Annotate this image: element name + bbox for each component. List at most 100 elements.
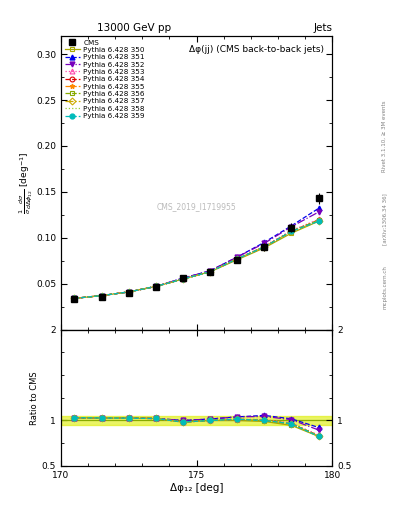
Pythia 6.428 354 — [153, 283, 158, 289]
Pythia 6.428 350 — [235, 257, 240, 263]
Pythia 6.428 355 — [235, 256, 240, 262]
Text: Rivet 3.1.10, ≥ 3M events: Rivet 3.1.10, ≥ 3M events — [382, 100, 387, 172]
Pythia 6.428 358 — [153, 283, 158, 289]
Pythia 6.428 354 — [180, 276, 185, 282]
Pythia 6.428 350 — [99, 292, 104, 298]
Pythia 6.428 357 — [262, 244, 267, 250]
Pythia 6.428 353 — [180, 276, 185, 282]
Pythia 6.428 354 — [235, 256, 240, 262]
Pythia 6.428 351 — [180, 275, 185, 281]
Pythia 6.428 356 — [180, 276, 185, 282]
Pythia 6.428 355 — [127, 289, 131, 295]
Pythia 6.428 359 — [99, 292, 104, 298]
Bar — [61, 416, 332, 425]
Pythia 6.428 355 — [316, 217, 321, 223]
Pythia 6.428 350 — [180, 276, 185, 282]
Pythia 6.428 356 — [127, 289, 131, 295]
Pythia 6.428 353 — [127, 289, 131, 295]
Pythia 6.428 358 — [208, 269, 213, 275]
Pythia 6.428 351 — [99, 292, 104, 298]
Pythia 6.428 357 — [72, 295, 77, 302]
Pythia 6.428 355 — [153, 283, 158, 289]
X-axis label: Δφ₁₂ [deg]: Δφ₁₂ [deg] — [170, 482, 223, 493]
Pythia 6.428 354 — [208, 269, 213, 275]
Pythia 6.428 356 — [72, 295, 77, 302]
Pythia 6.428 354 — [316, 217, 321, 223]
Line: Pythia 6.428 358: Pythia 6.428 358 — [75, 221, 318, 298]
Pythia 6.428 352 — [262, 240, 267, 246]
Pythia 6.428 357 — [99, 292, 104, 298]
Pythia 6.428 353 — [235, 256, 240, 262]
Legend: CMS, Pythia 6.428 350, Pythia 6.428 351, Pythia 6.428 352, Pythia 6.428 353, Pyt: CMS, Pythia 6.428 350, Pythia 6.428 351,… — [62, 37, 147, 121]
Pythia 6.428 359 — [316, 218, 321, 224]
Pythia 6.428 350 — [72, 295, 77, 302]
Pythia 6.428 353 — [153, 283, 158, 289]
Pythia 6.428 352 — [235, 254, 240, 260]
Pythia 6.428 354 — [127, 289, 131, 295]
Pythia 6.428 351 — [127, 289, 131, 295]
Pythia 6.428 359 — [72, 295, 77, 302]
Pythia 6.428 351 — [289, 223, 294, 229]
Pythia 6.428 352 — [72, 295, 77, 302]
Pythia 6.428 352 — [316, 209, 321, 215]
Pythia 6.428 358 — [99, 292, 104, 298]
Line: Pythia 6.428 359: Pythia 6.428 359 — [72, 219, 321, 301]
Pythia 6.428 356 — [208, 269, 213, 275]
Line: Pythia 6.428 353: Pythia 6.428 353 — [72, 217, 321, 301]
Pythia 6.428 352 — [208, 268, 213, 274]
Pythia 6.428 350 — [208, 269, 213, 275]
Pythia 6.428 353 — [72, 295, 77, 302]
Pythia 6.428 359 — [153, 283, 158, 289]
Pythia 6.428 356 — [289, 228, 294, 234]
Pythia 6.428 353 — [262, 243, 267, 249]
Line: Pythia 6.428 352: Pythia 6.428 352 — [72, 209, 321, 301]
Text: 13000 GeV pp: 13000 GeV pp — [97, 23, 171, 33]
Pythia 6.428 355 — [208, 269, 213, 275]
Pythia 6.428 352 — [180, 275, 185, 281]
Pythia 6.428 358 — [235, 256, 240, 262]
Pythia 6.428 353 — [316, 217, 321, 223]
Line: Pythia 6.428 354: Pythia 6.428 354 — [72, 218, 321, 301]
Pythia 6.428 355 — [99, 292, 104, 298]
Line: Pythia 6.428 356: Pythia 6.428 356 — [72, 218, 321, 301]
Pythia 6.428 350 — [262, 245, 267, 251]
Line: Pythia 6.428 350: Pythia 6.428 350 — [72, 219, 321, 301]
Text: Jets: Jets — [313, 23, 332, 33]
Pythia 6.428 355 — [262, 244, 267, 250]
Line: Pythia 6.428 351: Pythia 6.428 351 — [72, 206, 321, 301]
Pythia 6.428 357 — [180, 276, 185, 282]
Y-axis label: Ratio to CMS: Ratio to CMS — [30, 371, 39, 424]
Text: CMS_2019_I1719955: CMS_2019_I1719955 — [157, 202, 236, 211]
Text: Δφ(jj) (CMS back-to-back jets): Δφ(jj) (CMS back-to-back jets) — [189, 45, 324, 54]
Text: mcplots.cern.ch: mcplots.cern.ch — [382, 266, 387, 309]
Pythia 6.428 358 — [180, 276, 185, 282]
Pythia 6.428 357 — [289, 228, 294, 234]
Line: Pythia 6.428 355: Pythia 6.428 355 — [72, 218, 321, 301]
Pythia 6.428 359 — [235, 256, 240, 262]
Pythia 6.428 353 — [99, 292, 104, 298]
Pythia 6.428 351 — [153, 283, 158, 289]
Pythia 6.428 351 — [208, 268, 213, 274]
Pythia 6.428 359 — [180, 276, 185, 282]
Pythia 6.428 351 — [72, 295, 77, 302]
Pythia 6.428 350 — [316, 218, 321, 224]
Pythia 6.428 352 — [99, 292, 104, 298]
Pythia 6.428 357 — [153, 283, 158, 289]
Pythia 6.428 352 — [289, 224, 294, 230]
Pythia 6.428 354 — [99, 292, 104, 298]
Pythia 6.428 357 — [235, 256, 240, 262]
Pythia 6.428 358 — [289, 228, 294, 234]
Pythia 6.428 350 — [289, 230, 294, 236]
Pythia 6.428 356 — [153, 283, 158, 289]
Pythia 6.428 356 — [262, 244, 267, 250]
Pythia 6.428 355 — [72, 295, 77, 302]
Pythia 6.428 351 — [316, 205, 321, 211]
Pythia 6.428 358 — [262, 244, 267, 250]
Pythia 6.428 357 — [208, 269, 213, 275]
Pythia 6.428 354 — [72, 295, 77, 302]
Pythia 6.428 351 — [262, 239, 267, 245]
Pythia 6.428 356 — [316, 217, 321, 223]
Pythia 6.428 356 — [235, 256, 240, 262]
Pythia 6.428 359 — [208, 269, 213, 275]
Pythia 6.428 359 — [262, 244, 267, 250]
